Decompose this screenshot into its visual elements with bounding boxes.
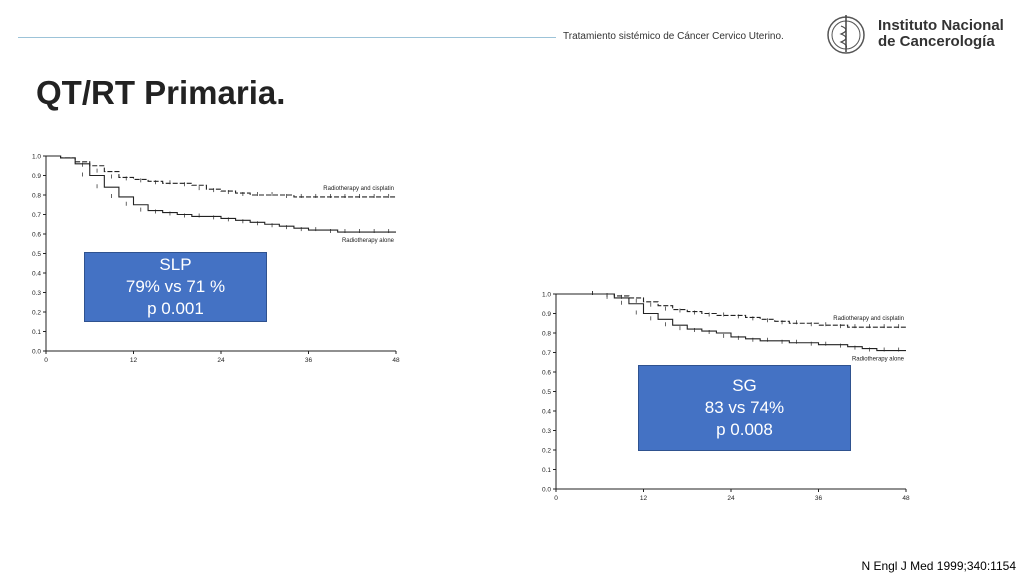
x-tick-label: 48 bbox=[902, 495, 910, 502]
x-tick-label: 48 bbox=[392, 357, 400, 364]
sg-result-box: SG 83 vs 74% p 0.008 bbox=[638, 365, 851, 451]
header-divider bbox=[18, 37, 556, 38]
y-tick-label: 0.4 bbox=[542, 409, 551, 416]
institution-line2: de Cancerología bbox=[878, 33, 995, 50]
y-tick-label: 0.2 bbox=[32, 310, 41, 317]
y-tick-label: 0.3 bbox=[32, 290, 41, 297]
institution-line1: Instituto Nacional bbox=[878, 17, 1004, 34]
y-tick-label: 1.0 bbox=[542, 292, 551, 299]
x-tick-label: 36 bbox=[305, 357, 313, 364]
series-line-0 bbox=[556, 293, 906, 328]
y-tick-label: 0.7 bbox=[542, 350, 551, 357]
slide-title: QT/RT Primaria. bbox=[36, 74, 286, 111]
institution-name: Instituto Nacional de Cancerología bbox=[878, 18, 1004, 50]
y-tick-label: 0.3 bbox=[542, 428, 551, 435]
y-tick-label: 0.5 bbox=[542, 389, 551, 396]
y-tick-label: 0.5 bbox=[32, 251, 41, 258]
slp-survival-chart: 0.0 0.1 0.2 0.3 0.4 0.5 0.6 0.7 0.8 0.9 1.0 0 12 24 36… bbox=[32, 154, 400, 365]
slp-label: SLP bbox=[159, 255, 192, 274]
x-tick-label: 36 bbox=[815, 495, 823, 502]
series-label-0: Radiotherapy and cisplatin bbox=[833, 316, 904, 322]
slp-values: 79% vs 71 % bbox=[125, 277, 226, 296]
series-label-0: Radiotherapy and cisplatin bbox=[323, 186, 394, 192]
y-tick-label: 1.0 bbox=[32, 154, 41, 161]
sg-values: 83 vs 74% bbox=[704, 398, 785, 417]
slp-p-value: p 0.001 bbox=[147, 299, 204, 318]
y-tick-label: 0.4 bbox=[32, 271, 41, 278]
y-tick-label: 0.2 bbox=[542, 448, 551, 455]
x-tick-label: 0 bbox=[44, 357, 48, 364]
series-label-1: Radiotherapy alone bbox=[852, 357, 905, 363]
sg-survival-chart: 0.0 0.1 0.2 0.3 0.4 0.5 0.6 0.7 0.8 0.9 1.0 0 12 24 36… bbox=[542, 291, 910, 502]
x-tick-label: 12 bbox=[640, 495, 648, 502]
slp-result-box: SLP 79% vs 71 % p 0.001 bbox=[84, 252, 267, 322]
sg-p-value: p 0.008 bbox=[716, 420, 773, 439]
x-tick-label: 12 bbox=[130, 357, 138, 364]
x-tick-label: 24 bbox=[217, 357, 225, 364]
x-tick-label: 0 bbox=[554, 495, 558, 502]
y-tick-label: 0.9 bbox=[32, 173, 41, 180]
y-tick-label: 0.7 bbox=[32, 212, 41, 219]
y-tick-label: 0.6 bbox=[542, 370, 551, 377]
y-tick-label: 0.1 bbox=[32, 329, 41, 336]
y-tick-label: 0.0 bbox=[32, 349, 41, 356]
institution-seal-icon bbox=[827, 15, 865, 54]
series-line-1 bbox=[556, 293, 906, 352]
y-tick-label: 0.6 bbox=[32, 232, 41, 239]
y-tick-label: 0.8 bbox=[542, 331, 551, 338]
y-tick-label: 0.8 bbox=[32, 193, 41, 200]
series-label-1: Radiotherapy alone bbox=[342, 238, 395, 244]
header-subtitle: Tratamiento sistémico de Cáncer Cervico … bbox=[563, 31, 784, 42]
reference-citation: N Engl J Med 1999;340:1154 bbox=[861, 559, 1016, 573]
sg-label: SG bbox=[732, 376, 757, 395]
y-tick-label: 0.0 bbox=[542, 487, 551, 494]
series-line-0 bbox=[46, 155, 396, 198]
y-tick-label: 0.1 bbox=[542, 467, 551, 474]
x-tick-label: 24 bbox=[727, 495, 735, 502]
y-tick-label: 0.9 bbox=[542, 311, 551, 318]
series-line-1 bbox=[46, 155, 396, 233]
